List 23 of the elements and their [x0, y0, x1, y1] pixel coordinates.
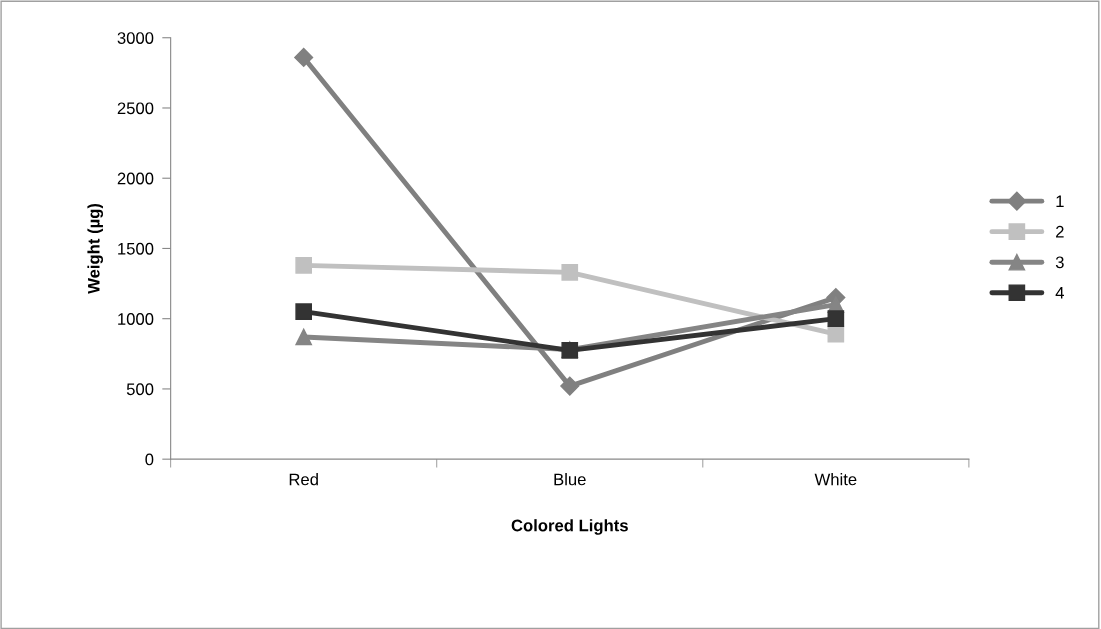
- y-tick-label: 500: [126, 383, 154, 396]
- legend-label: 2: [1056, 225, 1064, 238]
- point: [561, 264, 579, 281]
- x-axis-title: Colored Lights: [511, 519, 628, 535]
- point: [827, 310, 845, 328]
- legend-label: 3: [1055, 256, 1064, 269]
- point: [295, 256, 313, 274]
- y-tick-label: 3000: [117, 32, 154, 44]
- point: [560, 376, 580, 396]
- y-tick-label: 1000: [118, 313, 154, 325]
- point: [295, 303, 313, 321]
- y-tick-label: 0: [145, 453, 154, 466]
- y-axis-title: Weight (µg): [87, 203, 104, 294]
- x-tick-label: White: [814, 473, 857, 486]
- x-tick-label: Red: [289, 473, 318, 486]
- y-tick-label: 1500: [118, 242, 154, 255]
- y-tick-label: 2500: [117, 102, 154, 115]
- x-tick-label: Blue: [554, 473, 586, 486]
- legend-label: 4: [1055, 287, 1064, 299]
- y-tick-label: 2000: [117, 172, 154, 185]
- legend-label: 1: [1056, 195, 1064, 207]
- point: [295, 328, 313, 346]
- point: [294, 47, 314, 67]
